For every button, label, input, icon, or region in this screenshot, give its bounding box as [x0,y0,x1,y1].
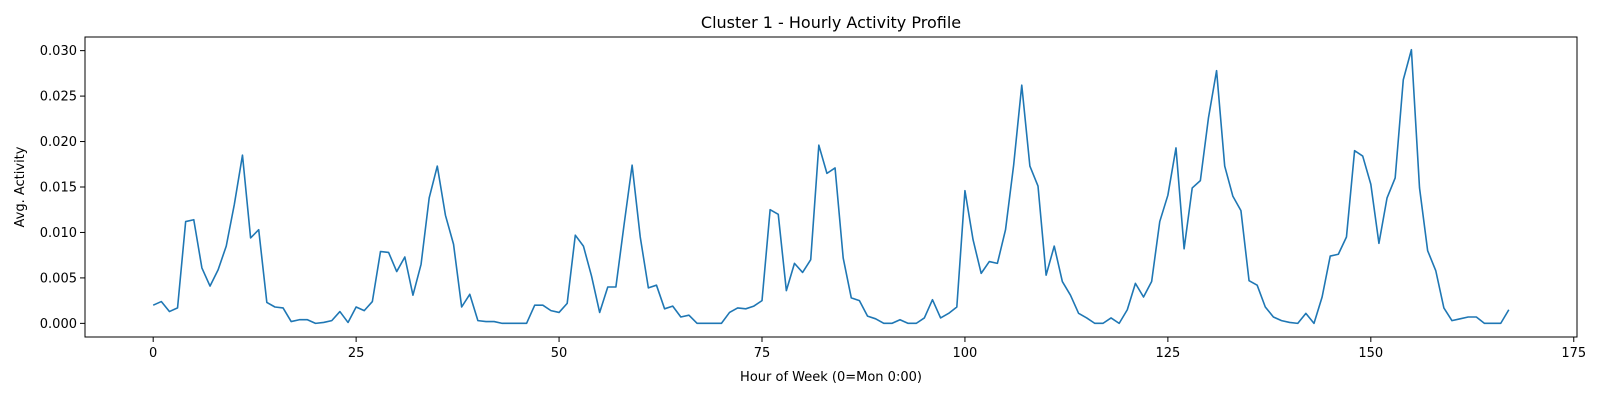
series-line-0 [152,48,1510,325]
y-tick-label: 0.000 [40,317,77,332]
x-tick-label: 125 [1155,346,1180,361]
chart-title: Cluster 1 - Hourly Activity Profile [701,13,961,32]
y-tick-label: 0.020 [40,135,77,150]
x-tick-label: 100 [953,346,978,361]
x-tick-label: 0 [149,346,157,361]
y-tick-label: 0.005 [40,271,77,286]
y-tick-label: 0.015 [40,181,77,196]
y-tick-label: 0.030 [40,44,77,59]
x-axis: 0 25 50 75 100 125 150 175 [149,337,1586,361]
x-tick-label: 175 [1561,346,1586,361]
x-tick-label: 150 [1358,346,1383,361]
y-tick-label: 0.025 [40,90,77,105]
plot-frame [84,36,1578,338]
plot-area [84,36,1578,338]
x-axis-label: Hour of Week (0=Mon 0:00) [740,370,922,385]
x-tick-label: 25 [348,346,365,361]
x-tick-label: 75 [754,346,771,361]
y-axis-label: Avg. Activity [13,146,28,227]
y-axis: 0.000 0.005 0.010 0.015 0.020 0.025 0.030 [40,44,85,332]
x-tick-label: 50 [551,346,568,361]
y-tick-label: 0.010 [40,226,77,241]
